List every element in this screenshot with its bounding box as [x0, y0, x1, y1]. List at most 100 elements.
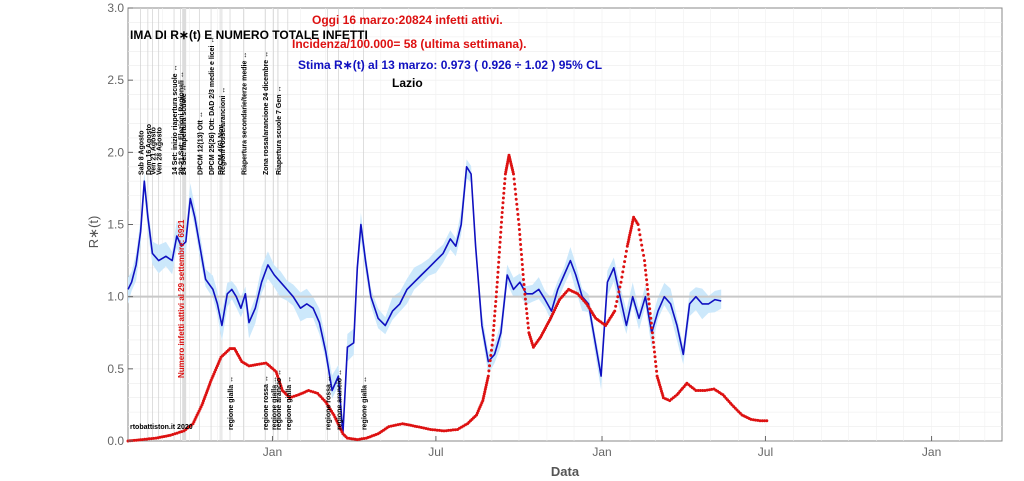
infetti-point	[360, 437, 364, 441]
event-label-top: Sab 8 Agosto	[139, 130, 146, 174]
infetti-point	[652, 345, 656, 349]
infetti-point	[495, 285, 499, 289]
infetti-point	[617, 290, 621, 294]
infetti-point	[639, 238, 643, 242]
infetti-point	[292, 394, 296, 398]
infetti-point	[513, 182, 517, 186]
infetti-point	[435, 428, 439, 432]
infetti-point	[484, 383, 488, 387]
infetti-point	[495, 280, 499, 284]
y-tick-label: 0.0	[107, 434, 124, 448]
infetti-point	[523, 292, 527, 296]
infetti-point	[451, 428, 455, 432]
infetti-point	[643, 259, 646, 263]
infetti-point	[493, 309, 497, 313]
header-today: Oggi 16 marzo:20824 infetti attivi.	[312, 13, 503, 27]
infetti-point	[495, 290, 498, 294]
event-label-top: Ven 28 Agosto	[157, 127, 164, 175]
event-label-top: Dom 16 Agosto	[146, 124, 153, 175]
infetti-point	[422, 426, 426, 430]
y-axis: 0.0 0.5 1.0 1.5 2.0 2.5 3.0	[107, 1, 133, 448]
infetti-point	[500, 220, 503, 224]
infetti-point	[431, 428, 435, 432]
infetti-point	[498, 240, 502, 244]
x-tick-label: Jan	[922, 445, 941, 459]
infetti-point	[362, 437, 366, 440]
infetti-point	[486, 374, 490, 378]
infetti-point	[625, 244, 629, 248]
infetti-point	[618, 285, 622, 289]
infetti-point	[636, 223, 640, 226]
infetti-point	[394, 423, 398, 427]
infetti-point	[492, 328, 495, 332]
infetti-point	[152, 436, 156, 440]
x-tick-label: Jan	[263, 445, 282, 459]
infetti-point	[710, 387, 714, 391]
infetti-point	[444, 429, 448, 433]
infetti-point	[516, 217, 520, 221]
infetti-point	[311, 390, 315, 394]
infetti-point	[503, 182, 507, 186]
infetti-point	[150, 437, 153, 441]
infetti-point	[492, 319, 496, 323]
infetti-point	[426, 427, 430, 431]
header-region: Lazio	[392, 76, 423, 90]
infetti-point	[500, 211, 504, 214]
infetti-point	[705, 388, 709, 392]
y-tick-label: 0.5	[107, 362, 124, 376]
infetti-point	[698, 389, 702, 392]
infetti-point	[614, 304, 618, 308]
y-tick-label: 1.5	[107, 218, 124, 232]
infetti-point	[522, 287, 526, 291]
infetti-point	[147, 437, 151, 441]
infetti-point	[494, 295, 498, 299]
infetti-point	[645, 283, 649, 287]
infetti-point	[522, 278, 525, 281]
event-label-top: Riapertura secondarie/terze medie ↔	[242, 52, 249, 175]
infetti-point	[501, 206, 505, 210]
infetti-series	[126, 153, 769, 443]
infetti-point	[497, 255, 501, 259]
infetti-point	[642, 253, 646, 257]
infetti-point	[497, 250, 501, 254]
event-label-bottom: regione gialla ↔	[362, 376, 369, 430]
infetti-point	[760, 419, 764, 423]
infetti-point	[145, 437, 149, 441]
x-axis-title: Data	[551, 464, 580, 479]
infetti-point	[438, 428, 441, 432]
infetti-point	[512, 172, 515, 176]
event-label-bottom: regione arancio ↔	[336, 369, 343, 430]
infetti-point	[525, 312, 529, 315]
infetti-point	[653, 355, 657, 359]
infetti-point	[519, 243, 523, 246]
infetti-point	[429, 428, 432, 431]
infetti-point	[180, 430, 184, 434]
infetti-point	[646, 287, 650, 291]
infetti-point	[754, 418, 757, 422]
infetti-point	[644, 268, 647, 272]
infetti-point	[518, 238, 522, 241]
infetti-point	[493, 314, 497, 318]
infetti-point	[492, 324, 496, 327]
infetti-point	[502, 186, 506, 190]
infetti-point	[497, 260, 501, 264]
infetti-point	[514, 197, 518, 201]
infetti-point	[503, 177, 507, 181]
infetti-point	[398, 422, 402, 426]
infetti-point	[496, 270, 500, 274]
infetti-point	[517, 223, 521, 226]
event-label-top: 24 Set: riapertura scuole ↔	[181, 84, 188, 175]
infetti-point	[490, 343, 494, 347]
infetti-point	[490, 348, 493, 352]
event-band	[182, 8, 187, 441]
infetti-point	[615, 300, 619, 303]
infetti-point	[765, 419, 769, 423]
infetti-point	[487, 369, 491, 373]
infetti-point	[502, 191, 506, 195]
infetti-point	[646, 292, 650, 296]
y-axis-title: R∗(t)	[86, 216, 101, 249]
infetti-point	[648, 312, 652, 315]
infetti-point	[703, 389, 707, 392]
infetti-point	[491, 333, 495, 337]
